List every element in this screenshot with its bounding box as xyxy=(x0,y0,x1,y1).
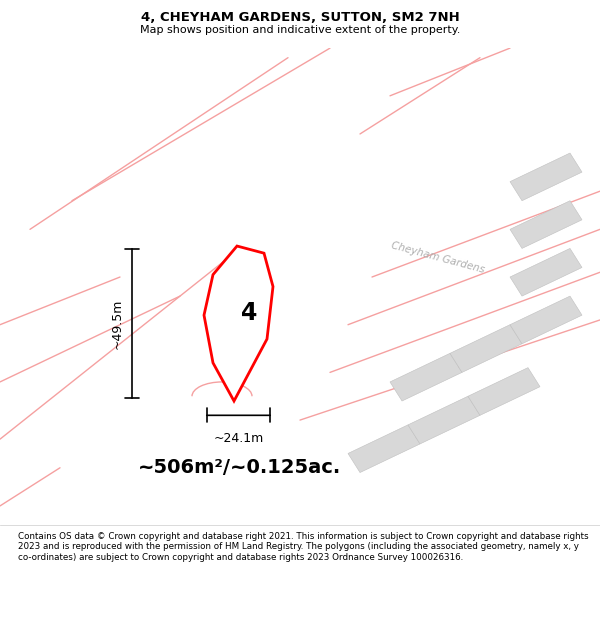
Text: ~24.1m: ~24.1m xyxy=(214,432,263,445)
Text: ~49.5m: ~49.5m xyxy=(110,298,124,349)
Text: Map shows position and indicative extent of the property.: Map shows position and indicative extent… xyxy=(140,24,460,34)
Polygon shape xyxy=(348,425,420,472)
Polygon shape xyxy=(510,248,582,296)
Text: Contains OS data © Crown copyright and database right 2021. This information is : Contains OS data © Crown copyright and d… xyxy=(18,532,589,562)
Polygon shape xyxy=(204,246,273,401)
Polygon shape xyxy=(510,201,582,248)
Text: ~506m²/~0.125ac.: ~506m²/~0.125ac. xyxy=(139,458,341,478)
Polygon shape xyxy=(450,325,522,372)
Polygon shape xyxy=(408,396,480,444)
Polygon shape xyxy=(390,353,462,401)
Text: Cheyham Gardens: Cheyham Gardens xyxy=(390,241,486,275)
Polygon shape xyxy=(510,296,582,344)
Text: 4: 4 xyxy=(241,301,257,325)
Polygon shape xyxy=(510,153,582,201)
Polygon shape xyxy=(468,368,540,416)
Text: 4, CHEYHAM GARDENS, SUTTON, SM2 7NH: 4, CHEYHAM GARDENS, SUTTON, SM2 7NH xyxy=(140,11,460,24)
